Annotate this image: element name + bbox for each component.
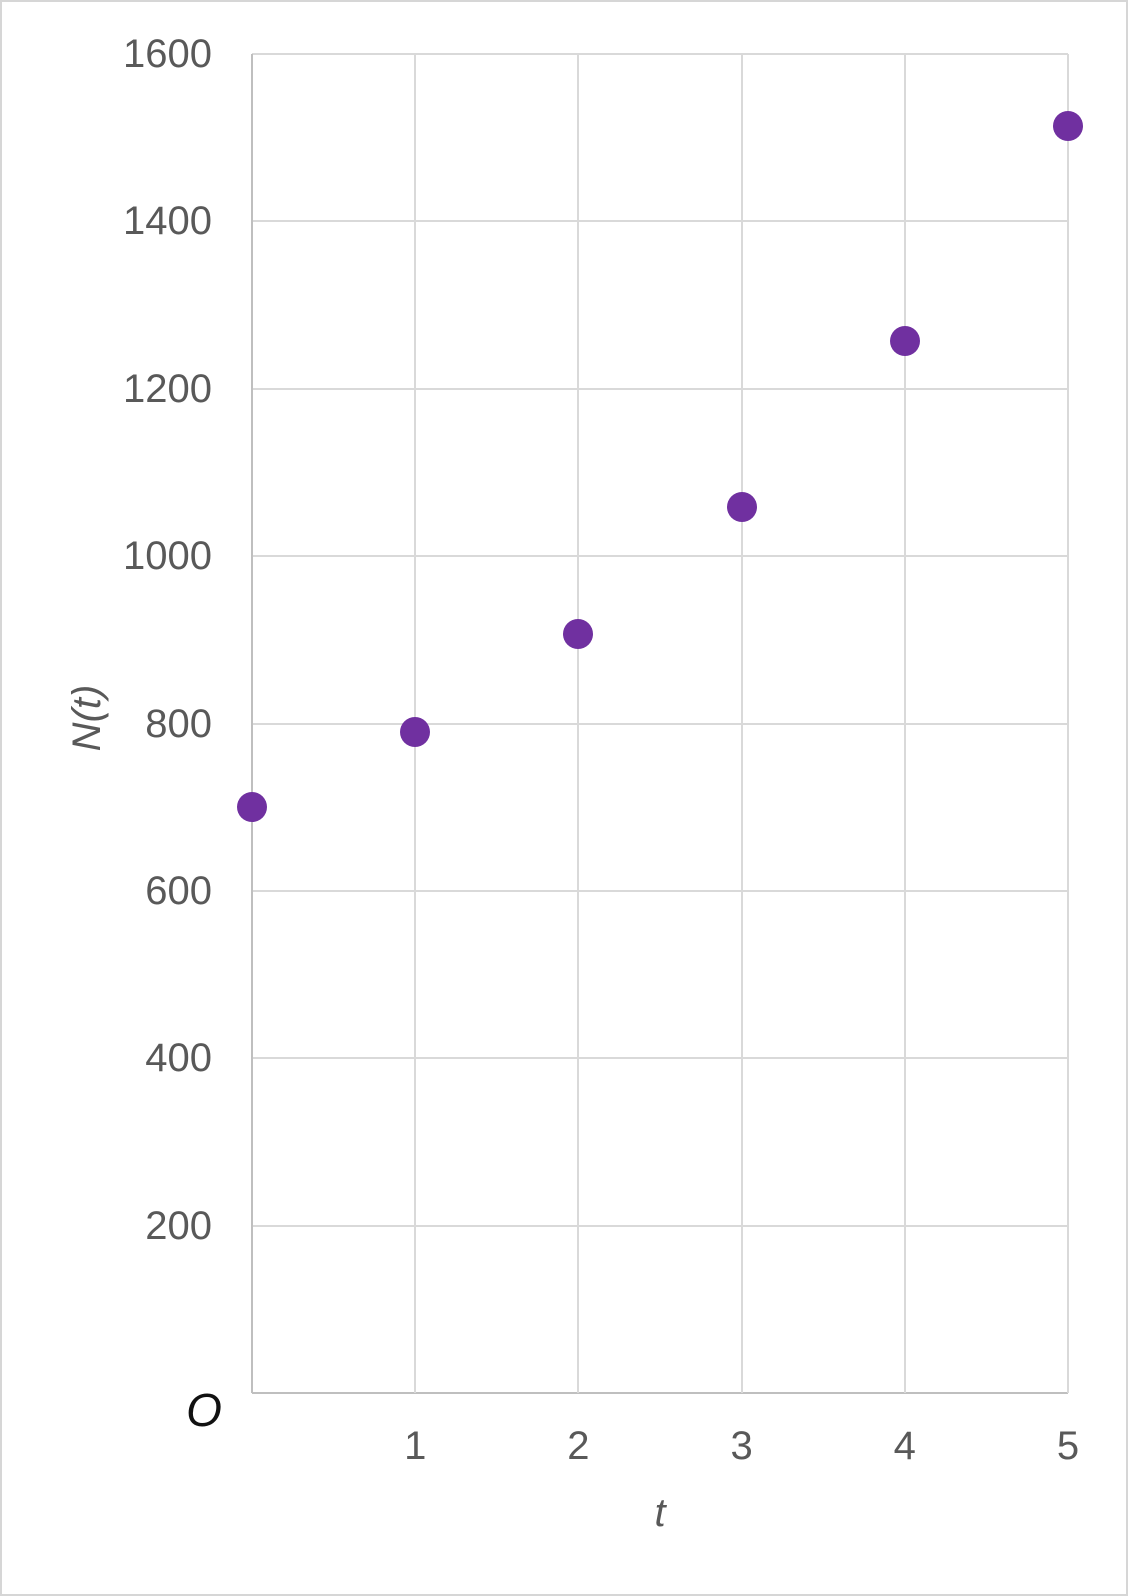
y-tick-label-600: 600 xyxy=(145,868,212,913)
v-gridline-5 xyxy=(1067,54,1069,1393)
v-gridline-4 xyxy=(903,54,906,1393)
y-tick-label-1600: 1600 xyxy=(123,32,212,76)
origin-label: O xyxy=(186,1384,222,1436)
x-tick-label-5: 5 xyxy=(1056,1424,1080,1468)
y-tick-label-1000: 1000 xyxy=(123,534,212,579)
x-tick-label-1: 1 xyxy=(404,1424,427,1468)
data-point-t3 xyxy=(726,491,757,522)
data-point-t0 xyxy=(237,792,267,823)
y-tick-label-400: 400 xyxy=(145,1036,212,1081)
data-point-t5 xyxy=(1053,110,1083,141)
data-point-t4 xyxy=(889,326,920,357)
x-axis-title: t xyxy=(654,1491,666,1535)
y-tick-label-200: 200 xyxy=(145,1203,212,1248)
y-axis-line xyxy=(251,54,253,1393)
y-tick-label-800: 800 xyxy=(145,701,212,746)
x-axis-line xyxy=(252,1392,1068,1394)
h-gridline-1600 xyxy=(252,53,1068,55)
y-tick-label-1400: 1400 xyxy=(123,199,212,244)
h-gridline-800 xyxy=(252,722,1068,725)
h-gridline-200 xyxy=(252,1224,1068,1227)
h-gridline-400 xyxy=(252,1057,1068,1060)
h-gridline-1200 xyxy=(252,387,1068,390)
x-tick-label-2: 2 xyxy=(567,1424,590,1468)
h-gridline-1400 xyxy=(252,220,1068,223)
h-gridline-600 xyxy=(252,889,1068,892)
x-tick-label-3: 3 xyxy=(730,1424,753,1468)
y-tick-label-1200: 1200 xyxy=(123,366,212,411)
v-gridline-2 xyxy=(577,54,580,1393)
h-gridline-1000 xyxy=(252,555,1068,558)
data-point-t2 xyxy=(563,618,594,649)
x-tick-label-4: 4 xyxy=(893,1424,916,1468)
data-point-t1 xyxy=(400,716,431,747)
v-gridline-3 xyxy=(740,54,743,1393)
